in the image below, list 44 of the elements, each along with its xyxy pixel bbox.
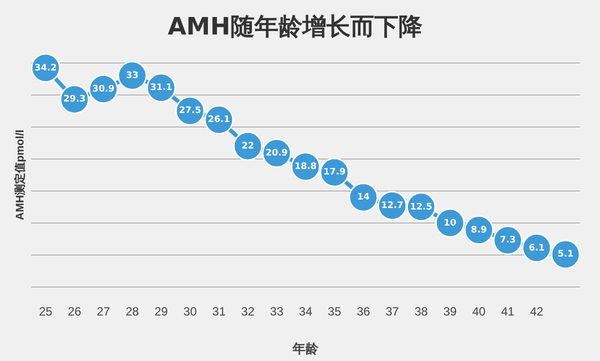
data-label: 7.3 <box>500 236 516 246</box>
x-tick-label: 39 <box>443 304 458 319</box>
x-axis-title: 年龄 <box>292 340 320 356</box>
data-label: 34.2 <box>34 63 57 74</box>
data-label: 18.8 <box>294 162 317 172</box>
data-label: 5.1 <box>558 250 574 260</box>
y-axis-title: AMH测定值pmol/l <box>14 130 27 220</box>
point <box>435 208 465 238</box>
data-label: 33 <box>126 70 139 81</box>
data-label: 30.9 <box>92 84 115 94</box>
x-tick-label: 31 <box>212 304 226 319</box>
data-label: 27.5 <box>178 106 202 116</box>
x-tick-label: 38 <box>414 304 428 319</box>
x-tick-label: 25 <box>38 304 53 319</box>
data-label: 14 <box>357 192 370 203</box>
x-tick-label: 36 <box>356 304 370 319</box>
data-label: 17.9 <box>323 168 346 178</box>
chart-title: AMH随年龄增长而下降 <box>168 12 424 41</box>
data-label: 29.3 <box>63 94 86 105</box>
x-tick-label: 32 <box>241 304 255 319</box>
x-tick-label: 42 <box>530 304 544 319</box>
data-label: 6.1 <box>528 243 545 254</box>
x-tick-label: 29 <box>154 304 168 319</box>
x-tick-label: 37 <box>386 304 400 319</box>
data-label: 8.9 <box>470 225 487 236</box>
x-tick-label: 28 <box>126 304 140 319</box>
data-label: 20.9 <box>266 148 288 158</box>
x-tick-label: 40 <box>472 304 486 319</box>
data-label: 26.1 <box>208 115 230 126</box>
x-tick-label: 27 <box>96 304 110 319</box>
point <box>348 182 378 212</box>
x-tick-label: 35 <box>328 304 342 319</box>
data-label: 12.7 <box>381 200 404 211</box>
data-label: 31.1 <box>150 83 172 94</box>
point <box>118 60 148 90</box>
data-label: 12.5 <box>410 202 432 212</box>
x-tick-label: 30 <box>183 304 198 319</box>
x-tick-label: 26 <box>68 304 82 319</box>
x-tick-label: 41 <box>501 304 515 319</box>
x-tick-label: 33 <box>270 304 284 319</box>
data-label: 22 <box>242 141 254 152</box>
point <box>233 131 263 161</box>
data-label: 10 <box>444 218 456 228</box>
x-tick-label: 34 <box>298 304 313 319</box>
